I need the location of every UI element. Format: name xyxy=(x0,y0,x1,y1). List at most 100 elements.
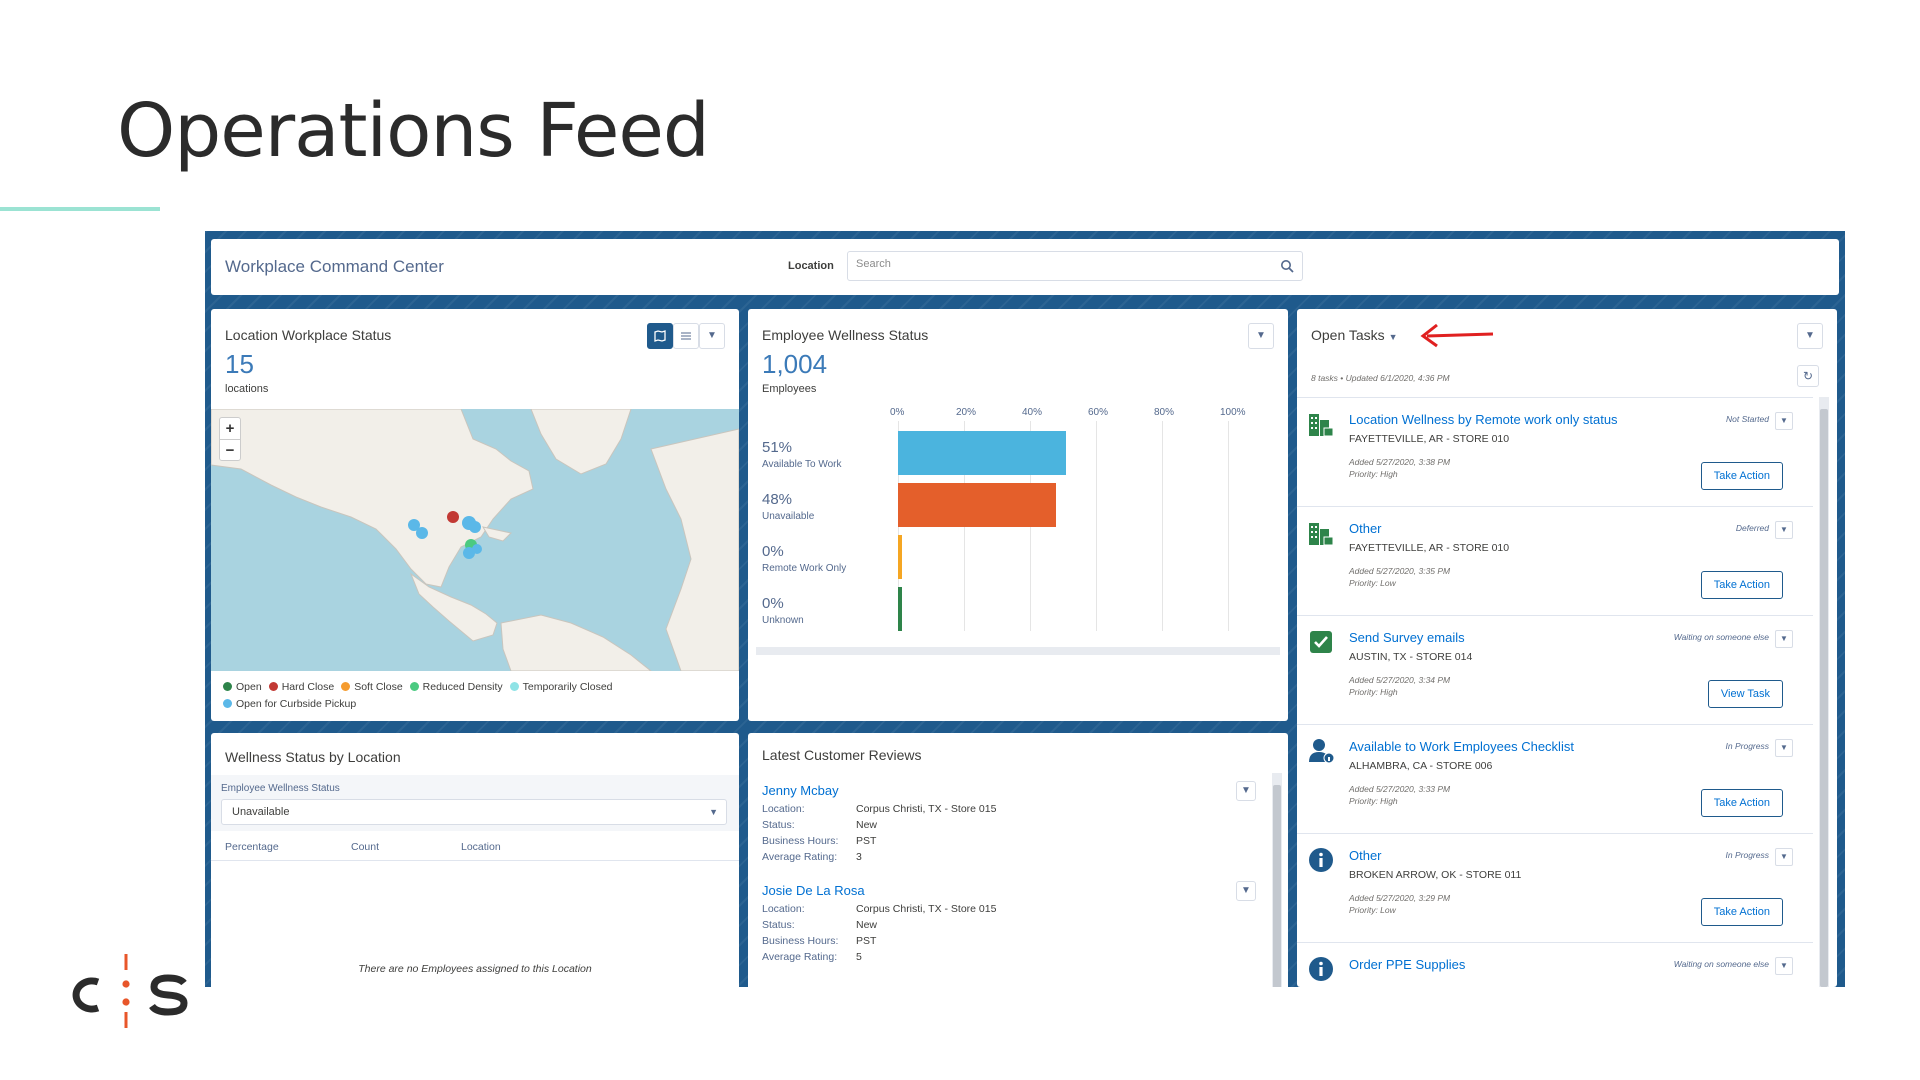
legend-item: Reduced Density xyxy=(409,681,503,693)
task-item: Other Deferred ▼ FAYETTEVILLE, AR - STORE 0… xyxy=(1297,506,1813,615)
x-tick-label: 20% xyxy=(956,407,977,418)
cis-logo xyxy=(72,954,188,1028)
wellness-filter-select[interactable]: Unavailable ▼ xyxy=(221,799,727,825)
review-field-location: Location: Corpus Christi, TX - Store 015 xyxy=(762,803,996,815)
chevron-down-icon: ▼ xyxy=(1780,961,1788,970)
review-field-key: Status: xyxy=(762,919,795,931)
task-added: Added 5/27/2020, 3:29 PM xyxy=(1349,893,1451,903)
customer-reviews-card: Latest Customer Reviews Jenny Mcbay ▼ Loca… xyxy=(748,733,1288,987)
task-location: AUSTIN, TX - STORE 014 xyxy=(1349,651,1473,663)
reviewer-name-link[interactable]: Jenny Mcbay xyxy=(762,783,839,798)
marker-curbside xyxy=(463,547,475,559)
legend-dot-icon xyxy=(409,682,419,691)
legend-dot-icon xyxy=(223,682,232,691)
map-view-button[interactable] xyxy=(647,323,673,349)
task-menu-button[interactable]: ▼ xyxy=(1775,521,1793,539)
review-menu-button[interactable]: ▼ xyxy=(1236,881,1256,901)
legend-dot-icon xyxy=(341,682,351,691)
task-title-link[interactable]: Send Survey emails xyxy=(1349,630,1465,645)
column-count[interactable]: Count xyxy=(351,841,380,853)
bar-available-to-work[interactable] xyxy=(898,431,1067,475)
wellness-status-card: Employee Wellness Status 1,004 Employees… xyxy=(748,309,1288,721)
chevron-down-icon: ▼ xyxy=(1805,330,1815,341)
task-item: Order PPE Supplies Waiting on someone els… xyxy=(1297,942,1813,987)
bar-unavailable[interactable] xyxy=(898,483,1057,527)
task-meta: Added 5/27/2020, 3:33 PM Priority: High xyxy=(1349,783,1450,807)
column-percentage[interactable]: Percentage xyxy=(225,841,279,853)
chart-horizontal-scrollbar[interactable] xyxy=(756,647,1280,655)
task-menu-button[interactable]: ▼ xyxy=(1775,630,1793,648)
task-added: Added 5/27/2020, 3:38 PM xyxy=(1349,457,1451,467)
wellness-status-title: Employee Wellness Status xyxy=(762,327,929,343)
location-menu-button[interactable]: ▼ xyxy=(699,323,725,349)
employee-count: 1,004 xyxy=(762,349,828,379)
search-input[interactable] xyxy=(856,258,1256,270)
task-title-link[interactable]: Location Wellness by Remote work only st… xyxy=(1349,412,1618,427)
task-action-button[interactable]: Take Action xyxy=(1700,462,1783,490)
task-title-link[interactable]: Available to Work Employees Checklist xyxy=(1349,739,1574,754)
task-priority: Priority: Low xyxy=(1349,578,1396,588)
task-title-link[interactable]: Other xyxy=(1349,521,1382,536)
task-priority: Priority: High xyxy=(1349,796,1398,806)
legend-label: Open for Curbside Pickup xyxy=(236,698,357,710)
task-action-button[interactable]: Take Action xyxy=(1700,571,1783,599)
review-field-location: Location: Corpus Christi, TX - Store 015 xyxy=(762,903,996,915)
task-action-button[interactable]: Take Action xyxy=(1700,789,1783,817)
marker-curbside xyxy=(416,527,428,539)
location-map[interactable]: + − xyxy=(211,409,739,671)
bar-category-label: Remote Work Only xyxy=(762,563,847,574)
bar-unknown[interactable] xyxy=(898,587,902,631)
task-menu-button[interactable]: ▼ xyxy=(1775,957,1793,975)
review-field-status: Status: New xyxy=(762,919,877,931)
marker-curbside xyxy=(469,521,481,533)
refresh-button[interactable]: ↻ xyxy=(1797,365,1819,387)
task-item: Location Wellness by Remote work only st… xyxy=(1297,397,1813,506)
task-menu-button[interactable]: ▼ xyxy=(1775,848,1793,866)
wellness-menu-button[interactable]: ▼ xyxy=(1248,323,1274,349)
tasks-scrollbar-thumb[interactable] xyxy=(1820,409,1828,987)
zoom-in-button[interactable]: + xyxy=(225,420,235,437)
legend-item: Hard Close xyxy=(268,681,334,693)
open-tasks-title[interactable]: Open Tasks ▼ xyxy=(1311,327,1398,343)
search-icon[interactable] xyxy=(1280,259,1294,273)
task-added: Added 5/27/2020, 3:33 PM xyxy=(1349,784,1451,794)
list-view-button[interactable] xyxy=(673,323,699,349)
tasks-menu-button[interactable]: ▼ xyxy=(1797,323,1823,349)
chevron-down-icon: ▼ xyxy=(707,330,717,341)
reviews-scrollbar-thumb[interactable] xyxy=(1273,785,1281,987)
bar-remote-work-only[interactable] xyxy=(898,535,902,579)
chevron-down-icon: ▼ xyxy=(1780,743,1788,752)
bar-category-label: Available To Work xyxy=(762,459,842,470)
task-title-link[interactable]: Order PPE Supplies xyxy=(1349,957,1466,972)
world-map-graphic xyxy=(211,409,739,671)
review-menu-button[interactable]: ▼ xyxy=(1236,781,1256,801)
task-priority: Priority: High xyxy=(1349,469,1398,479)
app-title: Workplace Command Center xyxy=(225,257,444,276)
screenshot-frame: Workplace Command Center Location Locati… xyxy=(205,231,1845,987)
map-icon xyxy=(654,330,666,342)
info-icon xyxy=(1307,846,1335,874)
legend-dot-icon xyxy=(223,699,232,708)
bar-category-label: Unavailable xyxy=(762,511,815,522)
task-status: In Progress xyxy=(1725,850,1769,860)
column-location[interactable]: Location xyxy=(461,841,501,853)
location-search[interactable] xyxy=(847,251,1303,281)
task-menu-button[interactable]: ▼ xyxy=(1775,412,1793,430)
review-field-key: Average Rating: xyxy=(762,851,838,863)
legend-item: Open xyxy=(223,681,262,693)
zoom-out-button[interactable]: − xyxy=(220,439,240,460)
bar-value-label: 51% xyxy=(762,439,793,456)
bar-value-label: 0% xyxy=(762,543,784,560)
employee-count-label: Employees xyxy=(762,383,817,395)
chevron-down-icon: ▼ xyxy=(1241,885,1251,896)
legend-label: Open xyxy=(236,681,262,693)
reviewer-name-link[interactable]: Josie De La Rosa xyxy=(762,883,865,898)
task-title-link[interactable]: Other xyxy=(1349,848,1382,863)
task-action-button[interactable]: Take Action xyxy=(1700,898,1783,926)
review-field-rating: Average Rating: 3 xyxy=(762,851,862,863)
task-location: ALHAMBRA, CA - STORE 006 xyxy=(1349,760,1493,772)
legend-item: Open for Curbside Pickup xyxy=(223,698,356,710)
task-menu-button[interactable]: ▼ xyxy=(1775,739,1793,757)
task-status: In Progress xyxy=(1725,741,1769,751)
task-action-button[interactable]: View Task xyxy=(1707,680,1783,708)
